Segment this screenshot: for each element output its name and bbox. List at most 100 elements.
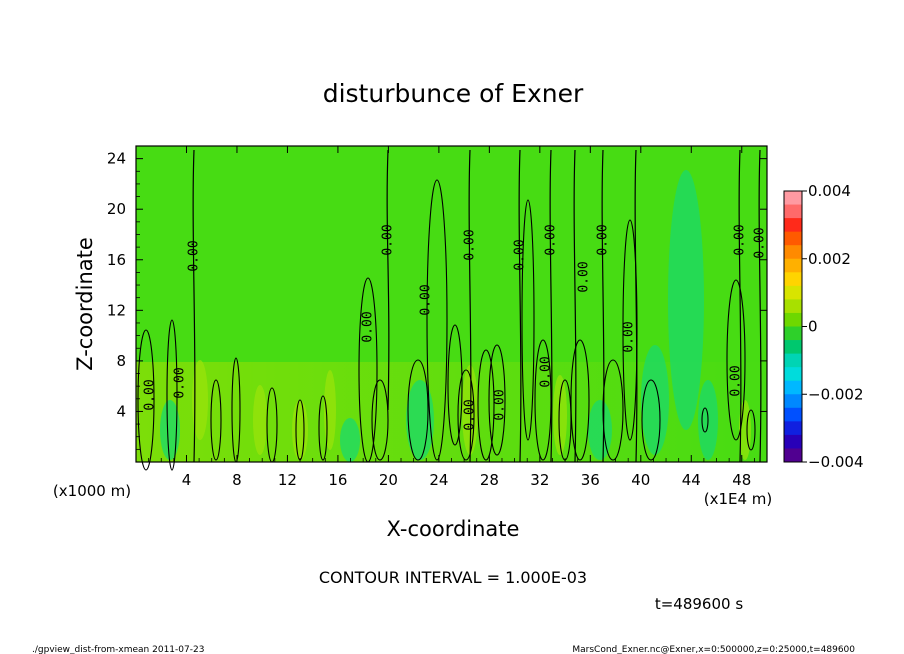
contour-label: 0.00: [622, 321, 637, 352]
contour-label: 0.00: [729, 365, 744, 396]
y-tick-label: 4: [116, 402, 126, 420]
y-unit-label: (x1E4 m): [704, 490, 773, 508]
negative-region: [641, 345, 669, 455]
colorbar-label: 0: [808, 318, 818, 336]
x-tick-label: 20: [379, 471, 398, 489]
colorbar-label: 0.002: [808, 250, 851, 268]
colorbar-swatch: [784, 394, 802, 409]
positive-region: [292, 400, 308, 460]
x-tick-label: 4: [182, 471, 192, 489]
contour-line: [468, 149, 472, 463]
colorbar-swatch: [784, 421, 802, 436]
contour-loop: [701, 407, 709, 433]
colorbar-swatch: [784, 448, 802, 463]
contour-interval-note: CONTOUR INTERVAL = 1.000E-03: [319, 568, 587, 587]
time-label: t=489600 s: [655, 595, 743, 613]
colorbar-swatch: [784, 258, 802, 273]
contour-line: [192, 149, 196, 463]
colorbar-swatch: [784, 353, 802, 368]
contour-loop: [371, 379, 389, 461]
colorbar-swatch: [784, 218, 802, 233]
contour-label: 0.00: [381, 224, 396, 255]
positive-region: [462, 365, 478, 455]
colorbar-swatch: [784, 326, 802, 341]
colorbar-swatch: [784, 245, 802, 260]
x-tick-label: 16: [328, 471, 347, 489]
positive-region: [553, 375, 567, 455]
contour-loop: [318, 395, 328, 461]
contour-label: 0.00: [539, 356, 554, 387]
plot-area: 0.00 0.00 0.00 0.00 0.00 0.00 0.00 0.00 0.00 0.00…: [135, 145, 768, 471]
negative-region: [406, 380, 434, 460]
colorbar: [783, 190, 803, 463]
positive-region: [253, 385, 267, 455]
colorbar-swatch: [784, 231, 802, 246]
colorbar-swatch: [784, 380, 802, 395]
contour-line: [634, 149, 638, 463]
contour-label: 0.00: [173, 367, 188, 398]
contour-loop: [407, 359, 429, 461]
contour-loop: [746, 409, 756, 451]
negative-region: [160, 400, 180, 460]
contour-loop: [534, 339, 552, 461]
contour-label: 0.00: [513, 239, 528, 270]
contour-loop: [166, 319, 178, 471]
colorbar-swatch: [784, 191, 802, 205]
contour-line: [386, 149, 390, 411]
negative-region: [588, 400, 612, 460]
contour-loop: [488, 344, 506, 456]
contour-loop: [521, 199, 535, 441]
contour-label: 0.00: [753, 227, 768, 258]
contour-label: 0.00: [463, 399, 478, 430]
x-tick-label: 8: [232, 471, 242, 489]
contour-loop: [622, 219, 638, 441]
contour-label: 0.00: [463, 229, 478, 260]
colorbar-label: 0.004: [808, 182, 851, 200]
y-tick-label: 24: [107, 150, 126, 168]
contour-line: [758, 149, 762, 463]
contour-label: 0.00: [143, 379, 158, 410]
colorbar-swatch: [784, 299, 802, 314]
contour-label: 0.00: [493, 389, 508, 420]
positive-region: [192, 360, 208, 440]
y-axis-label: Z-coordinate: [73, 237, 97, 371]
contour-line: [573, 149, 577, 463]
contour-label: 0.00: [733, 224, 748, 255]
contour-loop: [602, 359, 624, 461]
contour-loop: [447, 324, 463, 446]
contour-label: 0.00: [361, 311, 376, 342]
y-axis: 4 8 12 16 20 24: [107, 150, 767, 450]
colorbar-swatch: [784, 204, 802, 219]
colorbar-swatch: [784, 272, 802, 287]
contour-loop: [137, 329, 155, 471]
negative-region: [668, 170, 704, 430]
contour-line: [601, 149, 605, 463]
contour-loop: [641, 379, 661, 461]
x-tick-label: 24: [429, 471, 448, 489]
contour-line: [518, 149, 522, 463]
colorbar-label: −0.002: [808, 385, 864, 403]
contour-loop: [210, 379, 222, 461]
contour-loop: [570, 339, 590, 461]
x-unit-label: (x1000 m): [53, 482, 131, 500]
x-tick-label: 48: [732, 471, 751, 489]
contour-loop: [426, 179, 448, 461]
x-tick-label: 40: [631, 471, 650, 489]
x-tick-label: 32: [530, 471, 549, 489]
y-tick-label: 12: [107, 301, 126, 319]
contour-label: 0.00: [577, 261, 592, 292]
contour-line: [549, 149, 553, 463]
y-tick-label: 20: [107, 200, 126, 218]
contour-loop: [457, 369, 475, 461]
x-tick-label: 28: [480, 471, 499, 489]
contour-loop: [726, 279, 746, 441]
x-tick-label: 36: [581, 471, 600, 489]
contour-label: 0.00: [544, 224, 559, 255]
colorbar-label: −0.004: [808, 453, 864, 471]
colorbar-swatch: [784, 285, 802, 300]
contour-label: 0.00: [419, 284, 434, 315]
contour-label: 0.00: [596, 224, 611, 255]
colorbar-swatch: [784, 340, 802, 354]
colorbar-swatch: [784, 407, 802, 422]
